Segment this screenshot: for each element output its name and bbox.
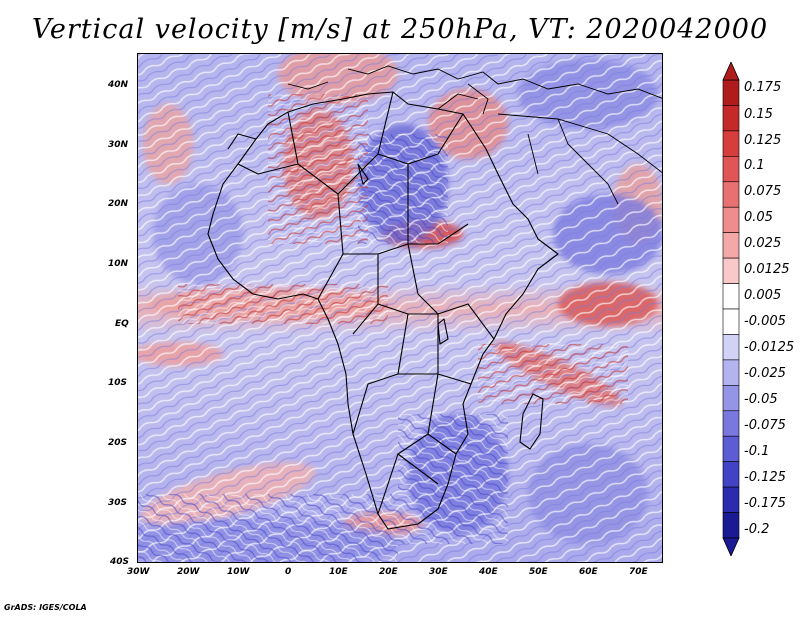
colorbar-bottom-arrow: [722, 537, 740, 556]
lon-label: 20E: [379, 567, 398, 577]
lat-label: 20N: [108, 199, 129, 209]
colorbar-label: 0.125: [744, 133, 782, 148]
colorbar-label: 0.1: [744, 158, 765, 173]
colorbar-label: 0.05: [744, 210, 773, 225]
colorbar-segment: [722, 435, 740, 462]
colorbar-segment: [722, 206, 740, 233]
colorbar-segment: [722, 130, 740, 157]
colorbar-label: -0.2: [744, 522, 770, 537]
velocity-map: [137, 53, 663, 563]
lon-label: 20W: [177, 567, 200, 577]
colorbar-label: 0.175: [744, 80, 782, 95]
colorbar-label: -0.05: [744, 392, 778, 407]
colorbar-label: -0.0125: [744, 340, 795, 355]
lon-label: 70E: [629, 567, 648, 577]
colorbar-segment: [722, 257, 740, 284]
lon-label: 0: [285, 567, 292, 577]
lat-label: 30N: [108, 140, 129, 150]
lon-label: 30E: [429, 567, 448, 577]
footer-credit: GrADS: IGES/COLA: [4, 603, 87, 612]
colorbar-segment: [722, 156, 740, 183]
colorbar-label: -0.025: [744, 366, 786, 381]
lat-label: 20S: [108, 438, 128, 448]
lon-label: 10W: [227, 567, 250, 577]
colorbar-segment: [722, 232, 740, 259]
colorbar-label: 0.025: [744, 236, 782, 251]
colorbar-label: 0.075: [744, 184, 782, 199]
lon-label: 50E: [529, 567, 548, 577]
colorbar-segment: [722, 486, 740, 513]
colorbar-segment: [722, 181, 740, 208]
lon-label: 30W: [127, 567, 150, 577]
colorbar-segment: [722, 334, 740, 361]
lat-label: 10S: [108, 378, 128, 388]
colorbar-segment: [722, 283, 740, 310]
lat-label: 40N: [108, 80, 129, 90]
colorbar: [722, 62, 740, 556]
colorbar-segment: [722, 308, 740, 335]
velocity-field: [138, 54, 662, 562]
colorbar-segment: [722, 512, 740, 539]
colorbar-segment: [722, 79, 740, 106]
colorbar-segment: [722, 410, 740, 437]
colorbar-label: -0.175: [744, 496, 786, 511]
lat-label: 30S: [108, 498, 128, 508]
lon-label: 40E: [479, 567, 498, 577]
map-title: Vertical velocity [m/s] at 250hPa, VT: 2…: [31, 14, 769, 45]
colorbar-top-arrow: [722, 62, 740, 81]
lat-label: EQ: [115, 319, 129, 329]
colorbar-segment: [722, 105, 740, 132]
lon-label: 60E: [579, 567, 598, 577]
colorbar-label: -0.125: [744, 470, 786, 485]
colorbar-label: 0.15: [744, 107, 773, 122]
colorbar-label: -0.075: [744, 418, 786, 433]
colorbar-label: 0.0125: [744, 262, 790, 277]
colorbar-segment: [722, 385, 740, 412]
colorbar-segment: [722, 461, 740, 488]
lat-label: 40S: [110, 557, 130, 567]
colorbar-label: -0.005: [744, 314, 786, 329]
lon-label: 10E: [329, 567, 348, 577]
lat-label: 10N: [108, 259, 129, 269]
colorbar-segment: [722, 359, 740, 386]
colorbar-label: 0.005: [744, 288, 782, 303]
colorbar-label: -0.1: [744, 444, 770, 459]
